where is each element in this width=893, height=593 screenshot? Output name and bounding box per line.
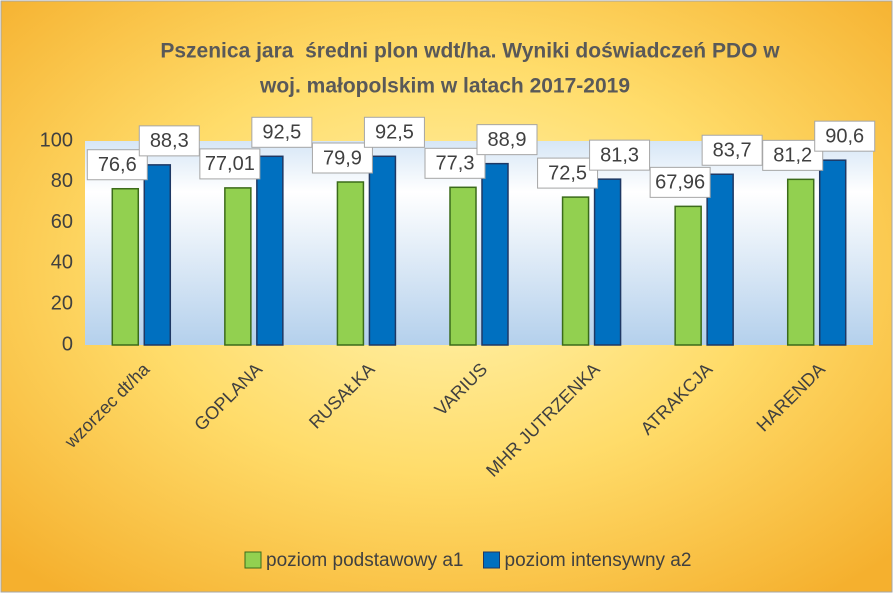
data-label-box <box>363 116 425 148</box>
data-label: 81,3 <box>600 144 639 166</box>
legend-label: poziom intensywny a2 <box>505 550 692 571</box>
data-label: 79,9 <box>323 147 362 169</box>
bar <box>336 181 365 346</box>
data-label: 67,96 <box>655 172 705 194</box>
data-label-box <box>311 142 373 174</box>
y-tick-label: 100 <box>40 129 73 151</box>
data-label: 81,2 <box>773 145 812 167</box>
y-tick-label: 60 <box>51 211 73 233</box>
data-label: 76,6 <box>98 154 137 176</box>
data-label: 77,3 <box>436 153 475 175</box>
data-label: 72,5 <box>548 162 587 184</box>
data-label-box <box>86 149 148 181</box>
bar <box>818 159 847 346</box>
data-label: 83,7 <box>713 140 752 162</box>
chart-title: Pszenica jara średni plon wdt/ha. Wyniki… <box>160 40 780 63</box>
bar <box>256 155 284 346</box>
data-label: 88,9 <box>488 129 527 151</box>
data-label-box <box>476 124 538 156</box>
legend-swatch <box>483 551 500 569</box>
data-label-box <box>251 116 313 148</box>
legend-label: poziom podstawowy a1 <box>266 550 464 571</box>
bar <box>224 187 252 346</box>
bar <box>143 164 172 346</box>
bar <box>449 186 477 346</box>
bar <box>368 155 397 346</box>
legend-swatch <box>244 551 262 569</box>
data-label: 92,5 <box>262 122 301 144</box>
data-label-box <box>138 125 200 157</box>
data-label-box <box>701 134 763 166</box>
y-tick-label: 0 <box>62 333 73 355</box>
bar <box>111 187 140 346</box>
bar <box>481 162 509 346</box>
y-tick-label: 40 <box>51 252 73 274</box>
chart-title: woj. małopolskim w latach 2017-2019 <box>259 75 630 98</box>
data-label-box <box>424 147 486 179</box>
bar <box>593 178 622 346</box>
data-label-box <box>649 166 711 198</box>
data-label-box <box>589 139 651 171</box>
data-label-box <box>199 148 261 180</box>
bar <box>561 196 590 346</box>
data-label-box <box>537 157 599 189</box>
y-tick-label: 80 <box>51 170 73 192</box>
data-label-box <box>814 120 876 152</box>
data-label: 88,3 <box>150 130 189 152</box>
bar <box>786 178 815 346</box>
data-label: 90,6 <box>825 125 864 147</box>
data-label: 77,01 <box>205 153 255 175</box>
bar <box>674 205 702 346</box>
y-tick-label: 20 <box>51 292 73 314</box>
bar <box>706 173 734 346</box>
data-label-box <box>762 139 824 171</box>
data-label: 92,5 <box>375 122 414 144</box>
